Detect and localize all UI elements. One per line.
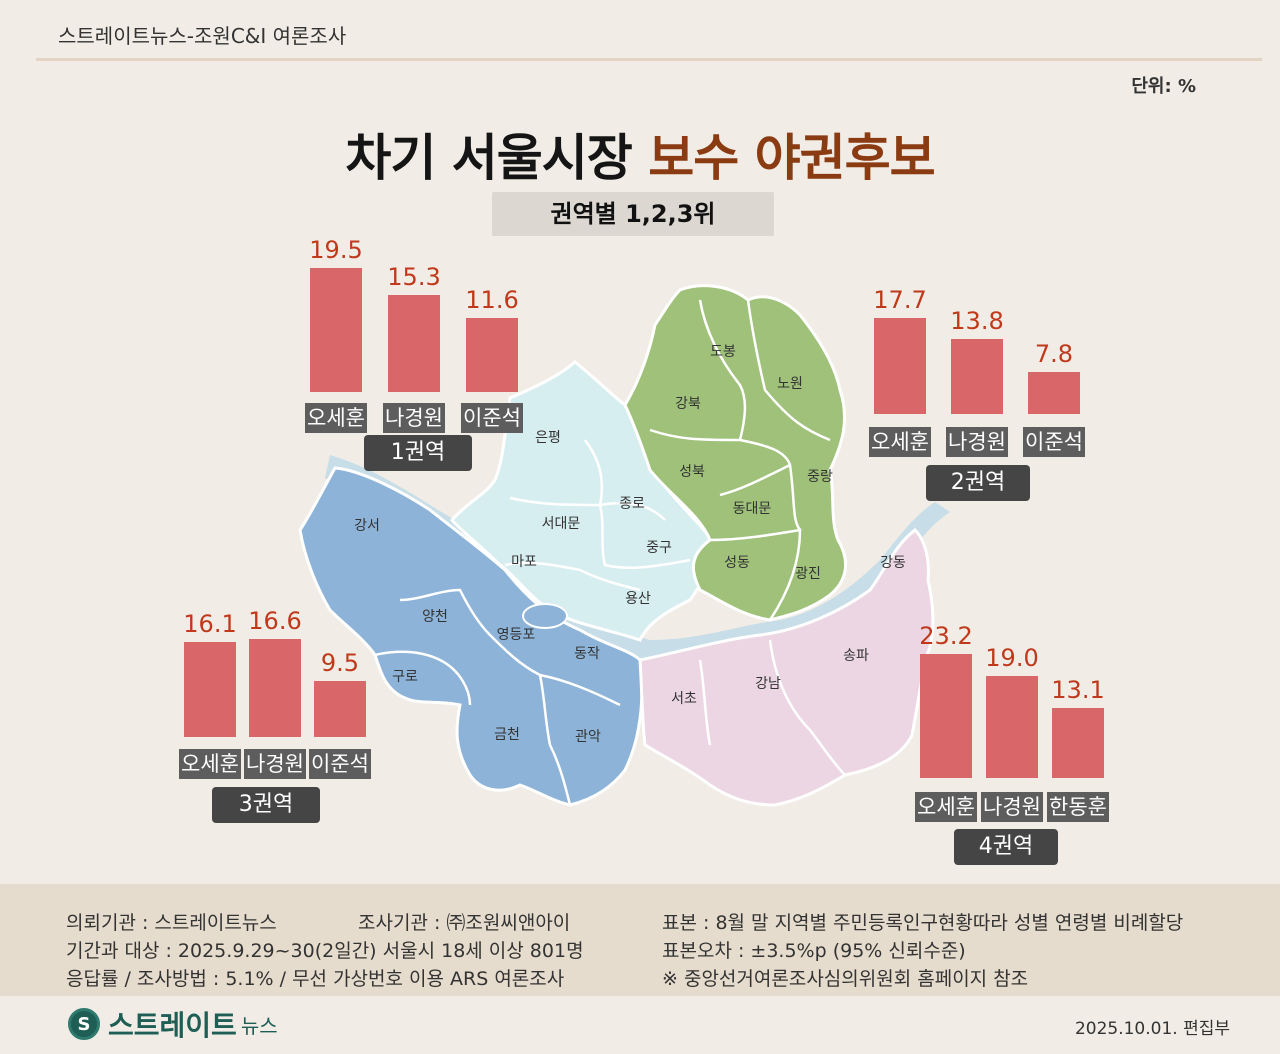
district-label: 구로 xyxy=(392,669,418,685)
header-divider xyxy=(36,58,1262,61)
title-part1: 차기 서울시장 xyxy=(345,129,632,187)
candidate-label: 이준석 xyxy=(1023,427,1085,457)
candidate-label: 나경원 xyxy=(946,427,1008,457)
bar xyxy=(986,676,1038,778)
bar-value-label: 9.5 xyxy=(320,648,360,677)
bar xyxy=(920,653,972,778)
district-label: 동작 xyxy=(574,646,600,662)
candidate-label: 오세훈 xyxy=(179,749,241,779)
region2-area xyxy=(623,284,848,622)
district-label: 송파 xyxy=(843,648,869,664)
district-label: 용산 xyxy=(625,591,651,607)
footer-method: 응답률 / 조사방법 : 5.1% / 무선 가상번호 이용 ARS 여론조사 xyxy=(66,968,565,990)
header-text: 스트레이트뉴스-조원C&I 여론조사 xyxy=(58,24,347,48)
district-label: 양천 xyxy=(422,609,448,625)
district-label: 중구 xyxy=(646,540,672,556)
brand-logo: S 스트레이트 뉴스 xyxy=(68,1004,278,1044)
bar xyxy=(874,318,926,414)
district-label: 마포 xyxy=(511,554,537,570)
candidate-label: 나경원 xyxy=(244,749,306,779)
bar-value-label: 13.8 xyxy=(950,307,1004,336)
candidate-label: 이준석 xyxy=(309,749,371,779)
district-label: 중랑 xyxy=(807,469,833,485)
bar-value-label: 16.6 xyxy=(248,607,302,636)
candidate-label: 오세훈 xyxy=(305,403,367,433)
region-label: 4권역 xyxy=(954,829,1058,865)
candidate-label: 오세훈 xyxy=(915,792,977,822)
page-title: 차기 서울시장 보수 야권후보 xyxy=(0,118,1280,190)
district-label: 은평 xyxy=(535,430,561,446)
bar xyxy=(466,318,518,392)
bar-value-label: 16.1 xyxy=(183,610,237,638)
district-label: 성동 xyxy=(724,555,750,571)
district-label: 강남 xyxy=(755,676,781,692)
region-label: 3권역 xyxy=(212,787,320,823)
bar-value-label: 19.5 xyxy=(309,236,363,265)
region3-area xyxy=(298,466,644,807)
bar-value-label: 19.0 xyxy=(985,644,1039,673)
district-label: 광진 xyxy=(795,566,821,582)
candidate-label: 한동훈 xyxy=(1047,792,1109,822)
district-label: 금천 xyxy=(494,727,520,743)
bar xyxy=(314,680,366,737)
bar xyxy=(1028,371,1080,414)
logo-main-text: 스트레이트 xyxy=(108,1009,237,1042)
candidate-label: 오세훈 xyxy=(869,427,931,457)
bar-value-label: 11.6 xyxy=(465,286,519,315)
date-editor: 2025.10.01. 편집부 xyxy=(1074,1019,1230,1039)
footer-note: ※ 중앙선거여론조사심의위원회 홈페이지 참조 xyxy=(662,968,1029,990)
bar-value-label: 17.7 xyxy=(873,286,927,315)
footer-band xyxy=(0,884,1280,996)
footer-sample: 표본 : 8월 말 지역별 주민등록인구현황따라 성별 연령별 비례할당 xyxy=(662,912,1184,934)
district-label: 도봉 xyxy=(710,344,736,360)
district-label: 관악 xyxy=(575,729,601,745)
district-label: 서대문 xyxy=(542,516,581,532)
subtitle: 권역별 1,2,3위 xyxy=(492,192,774,236)
district-label: 강동 xyxy=(880,555,906,571)
candidate-label: 이준석 xyxy=(461,403,523,433)
footer-error: 표본오차 : ±3.5%p (95% 신뢰수준) xyxy=(662,940,966,962)
bar-value-label: 7.8 xyxy=(1034,339,1074,368)
logo-sub-text: 뉴스 xyxy=(240,1013,278,1038)
district-borders xyxy=(374,299,846,806)
bar xyxy=(388,294,440,392)
title-part2: 보수 야권후보 xyxy=(648,129,935,187)
bar-value-label: 15.3 xyxy=(387,262,441,291)
unit-label: 단위: % xyxy=(1131,76,1196,97)
candidate-label: 나경원 xyxy=(383,403,445,433)
district-label: 종로 xyxy=(619,496,645,512)
district-label: 영등포 xyxy=(497,627,536,643)
footer-period: 기간과 대상 : 2025.9.29~30(2일간) 서울시 18세 이상 80… xyxy=(66,940,584,962)
footer-agency: 조사기관 : ㈜조원씨앤아이 xyxy=(358,912,571,934)
candidate-label: 나경원 xyxy=(981,792,1043,822)
bar-value-label: 23.2 xyxy=(919,621,973,650)
district-label: 강북 xyxy=(675,396,701,412)
bar-value-label: 13.1 xyxy=(1051,675,1105,704)
district-label: 강서 xyxy=(354,518,380,534)
bar xyxy=(1052,707,1104,778)
yeouido-island xyxy=(522,603,568,629)
district-label: 서초 xyxy=(671,691,697,707)
logo-s-icon: S xyxy=(68,1008,100,1040)
footer-client: 의뢰기관 : 스트레이트뉴스 xyxy=(66,912,277,934)
bar xyxy=(249,639,301,737)
bar xyxy=(184,642,236,737)
region-label: 1권역 xyxy=(364,435,472,471)
bar xyxy=(310,268,362,392)
region-label: 2권역 xyxy=(926,465,1030,501)
district-label: 노원 xyxy=(777,376,803,392)
district-label: 동대문 xyxy=(733,501,772,517)
bar xyxy=(951,339,1003,414)
district-label: 성북 xyxy=(679,464,705,480)
